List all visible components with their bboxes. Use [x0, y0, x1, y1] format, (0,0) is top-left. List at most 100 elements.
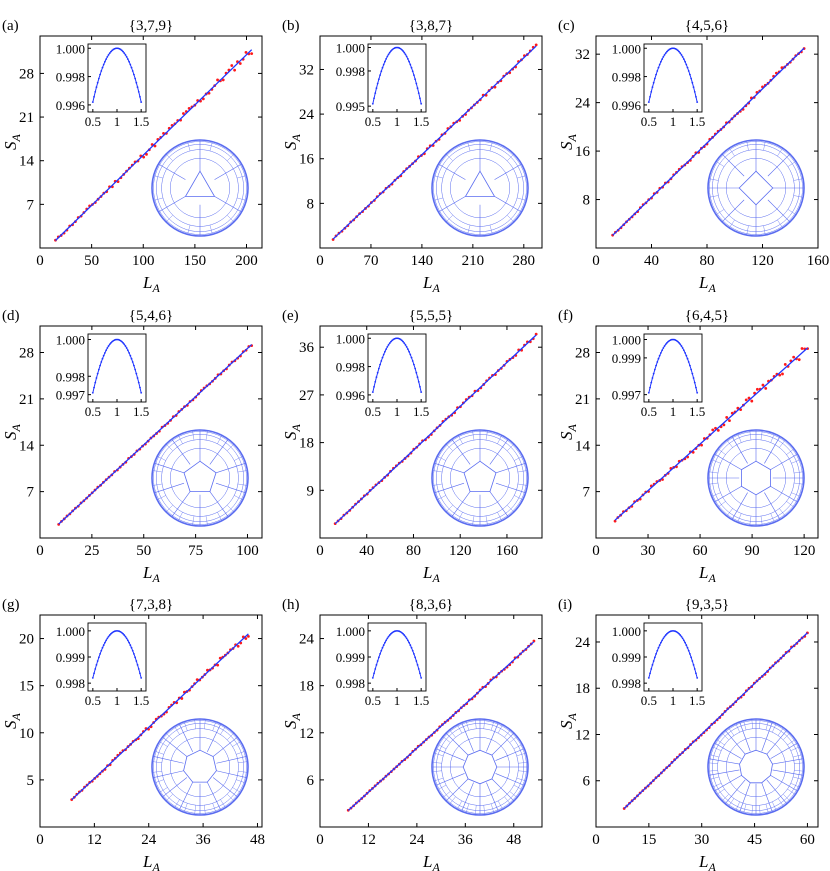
- tile-edge-outer: [794, 770, 804, 772]
- tile-edge-outer: [711, 459, 721, 464]
- tile-edge-outer: [432, 762, 442, 764]
- tile-edge-outer: [457, 800, 463, 810]
- tile-edge: [207, 782, 222, 811]
- data-point: [761, 383, 765, 387]
- inset-x-tick-label: 0.5: [85, 404, 101, 419]
- y-tick-label: 24: [575, 96, 591, 112]
- inset-frame: [367, 622, 427, 692]
- plot-frame: [39, 325, 263, 539]
- tile-edge-outer: [783, 732, 791, 740]
- tile-edge: [714, 453, 742, 470]
- tile-edge-outer: [790, 783, 800, 788]
- tile-edge-outer: [465, 803, 470, 813]
- y-tick-label: 7: [27, 485, 35, 501]
- y-tick-label: 9: [307, 483, 315, 499]
- tile-edge-outer: [726, 439, 733, 448]
- tile-edge-outer: [729, 219, 735, 229]
- data-point: [250, 52, 254, 55]
- tiling-disk: [431, 718, 529, 816]
- inset-y-tick-label: 1.000: [56, 41, 85, 56]
- tile-center: [738, 170, 774, 206]
- tile-ring: [717, 728, 795, 806]
- fit-line: [612, 47, 805, 236]
- plot-frame: [319, 614, 543, 828]
- tile-ring: [433, 431, 527, 525]
- tile-edge-outer: [791, 492, 801, 497]
- tiling-disk: [707, 718, 805, 816]
- tile-edge-outer: [490, 721, 495, 731]
- tile-edge: [461, 782, 474, 812]
- tile-edge-outer: [518, 770, 528, 772]
- inset-x-tick-label: 1: [670, 114, 677, 129]
- inset-frame: [367, 333, 427, 403]
- x-axis-label: LA: [142, 563, 160, 585]
- tile-edge-outer: [708, 195, 719, 198]
- tile-edge-outer: [205, 430, 208, 441]
- y-tick-label: 21: [19, 392, 34, 408]
- inset-x-tick-label: 0.5: [641, 693, 657, 708]
- tile-edge-outer: [793, 776, 803, 780]
- tile-edge-outer: [497, 435, 502, 444]
- tile-edge-outer: [743, 804, 747, 814]
- tile-edge-outer: [763, 140, 766, 151]
- x-axis-label: LA: [698, 273, 716, 295]
- tile-edge-outer: [227, 153, 235, 161]
- tile-edge-outer: [737, 433, 742, 443]
- tile-ring: [161, 439, 239, 517]
- tile-edge-outer: [227, 794, 235, 802]
- inset-x-tick-label: 1.5: [689, 404, 705, 419]
- tile-edge-outer: [760, 430, 763, 440]
- inset-x-tick-label: 1.5: [413, 404, 429, 419]
- tile-edge: [767, 153, 791, 177]
- tile-ring: [436, 144, 524, 232]
- tile-edge-outer: [777, 147, 783, 157]
- tile-edge-outer: [749, 430, 752, 440]
- tile-edge-outer: [743, 720, 747, 730]
- tile-edge-outer: [483, 719, 485, 729]
- tile-edge: [495, 748, 525, 761]
- x-axis-label: LA: [698, 563, 716, 585]
- tile-edge-outer: [165, 215, 173, 223]
- tile-edge-outer: [194, 719, 196, 729]
- tile-edge-outer: [708, 178, 719, 181]
- inset-x-tick-label: 1: [394, 693, 401, 708]
- tile-edge-outer: [779, 508, 786, 517]
- x-tick-label: 100: [132, 253, 155, 269]
- tile-edge-outer: [154, 779, 164, 784]
- plot-frame: [319, 325, 543, 539]
- y-tick-label: 7: [27, 197, 35, 213]
- tile-edge-outer: [194, 805, 196, 815]
- tile-edge-outer: [786, 501, 795, 508]
- y-tick-label: 7: [583, 485, 591, 501]
- tile-ring: [161, 149, 239, 227]
- y-tick-label: 28: [19, 66, 34, 82]
- tile-edge-outer: [178, 512, 183, 521]
- tile-edge-outer: [236, 750, 246, 755]
- x-tick-label: 45: [747, 832, 762, 848]
- y-tick-label: 14: [19, 154, 35, 170]
- inset-y-tick-label: 0.996: [612, 98, 642, 113]
- panel-tag: (g): [2, 597, 20, 613]
- data-point: [792, 355, 796, 359]
- tile-edge-outer: [514, 495, 523, 500]
- tile-edge: [209, 438, 229, 465]
- data-point: [230, 64, 234, 67]
- tile-center: [739, 749, 773, 784]
- tiling-disk: [707, 139, 805, 237]
- tile-edge-outer: [777, 219, 783, 229]
- x-tick-label: 140: [411, 253, 434, 269]
- x-tick-label: 200: [235, 253, 258, 269]
- tile-ring: [449, 447, 511, 509]
- tile-edge: [739, 721, 751, 752]
- tile-edge-outer: [712, 746, 722, 751]
- fit-line: [71, 633, 249, 801]
- tile-edge-outer: [165, 794, 173, 802]
- tile-edge-outer: [483, 805, 485, 815]
- tile-edge-outer: [437, 495, 446, 500]
- tile-ring: [433, 720, 527, 814]
- panel-tag: (a): [2, 18, 19, 34]
- tile-edge-outer: [746, 225, 749, 236]
- tile-edge-outer: [465, 721, 470, 731]
- tile-edge-outer: [237, 197, 247, 201]
- y-tick-label: 24: [575, 635, 591, 651]
